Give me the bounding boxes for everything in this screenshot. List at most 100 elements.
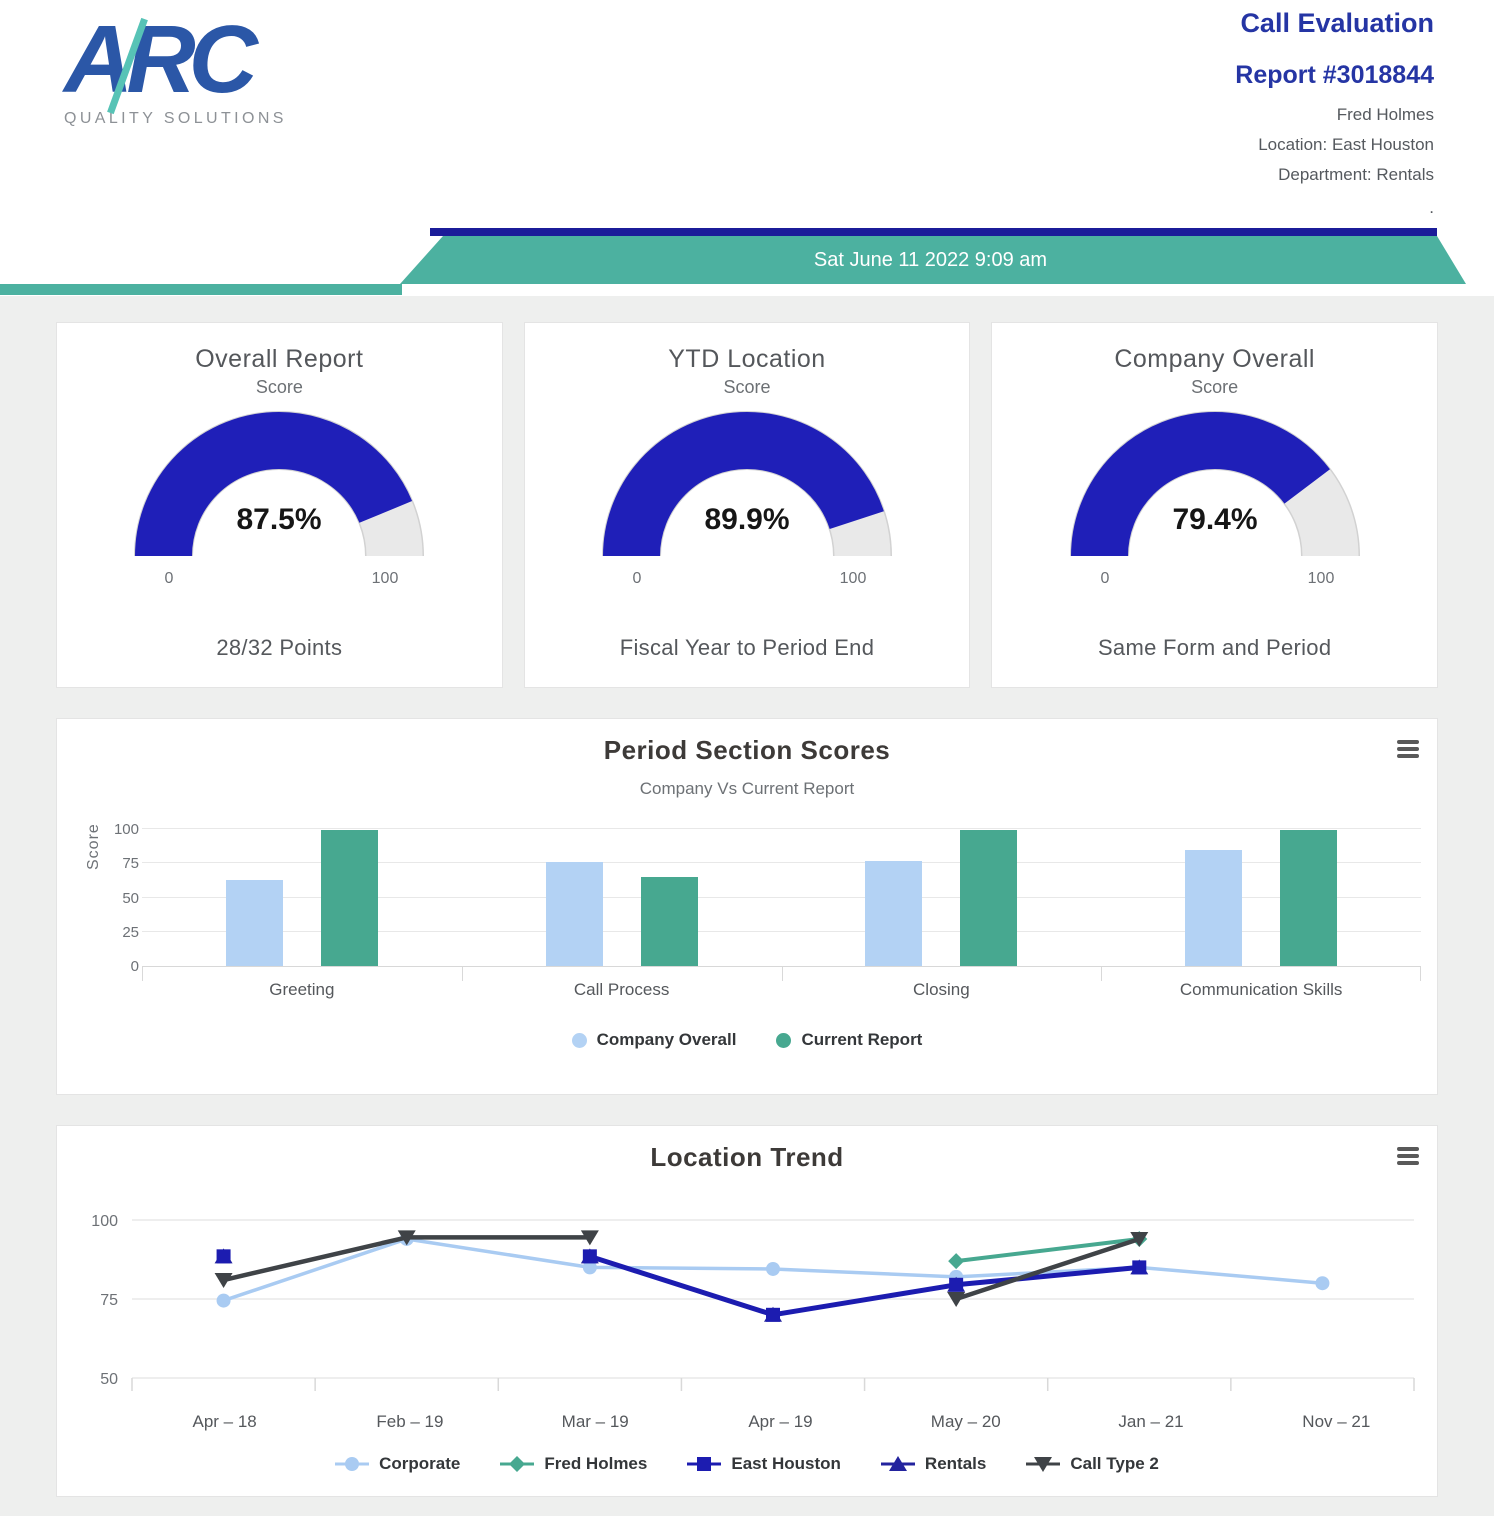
- legend-item[interactable]: East Houston: [687, 1454, 841, 1474]
- data-point[interactable]: [214, 1273, 233, 1289]
- x-category-label: Communication Skills: [1101, 967, 1421, 1000]
- y-tick-label: 75: [100, 1292, 118, 1309]
- company-overall-card: Company Overall Score 79.4% 0 100 Same F…: [991, 322, 1438, 688]
- legend-marker-icon: [335, 1457, 370, 1471]
- data-point[interactable]: [766, 1261, 780, 1276]
- y-tick-label: 100: [91, 1213, 118, 1230]
- legend-label: Company Overall: [596, 1030, 737, 1049]
- gauge-title: YTD Location: [668, 345, 826, 373]
- report-title: Call Evaluation: [1240, 8, 1434, 38]
- bar[interactable]: [225, 879, 283, 966]
- data-point[interactable]: [1132, 1260, 1147, 1275]
- y-tick-label: 50: [100, 1371, 118, 1388]
- chart-menu-icon[interactable]: [1397, 737, 1419, 761]
- legend-label: Corporate: [379, 1454, 461, 1473]
- line-x-axis-labels: Apr – 18 Feb – 19 Mar – 19 Apr – 19 May – 20…: [132, 1402, 1429, 1432]
- chart-menu-icon[interactable]: [1397, 1144, 1419, 1168]
- bar-chart-title: Period Section Scores: [603, 735, 891, 765]
- bar[interactable]: [1280, 830, 1338, 966]
- banner-teal-ribbon: Sat June 11 2022 9:09 am: [400, 236, 1466, 284]
- data-point[interactable]: [216, 1293, 231, 1308]
- legend-item[interactable]: Call Type 2: [1026, 1454, 1159, 1474]
- legend-marker-icon: [880, 1456, 915, 1471]
- gridline: [142, 828, 1421, 829]
- bar[interactable]: [960, 830, 1018, 966]
- period-section-scores-card: Period Section Scores Company Vs Current…: [56, 718, 1438, 1095]
- gauge-min-label: 0: [165, 570, 174, 587]
- y-tick-label: 75: [122, 855, 139, 873]
- overall-report-card: Overall Report Score 87.5% 0 100 28/32 P…: [56, 322, 503, 688]
- legend-item[interactable]: Fred Holmes: [500, 1454, 647, 1474]
- bar[interactable]: [545, 861, 603, 966]
- arc-logo-tagline: QUALITY SOLUTIONS: [64, 110, 287, 127]
- dashboard-main: Overall Report Score 87.5% 0 100 28/32 P…: [0, 296, 1494, 1516]
- data-point[interactable]: [582, 1249, 597, 1264]
- data-point[interactable]: [766, 1307, 780, 1322]
- bar-chart-subtitle: Company Vs Current Report: [639, 779, 855, 798]
- bar-chart-legend: Company Overall Current Report: [57, 1030, 1437, 1050]
- series-line: [589, 1253, 1140, 1318]
- gauge-chart: 89.9% 0 100: [601, 411, 892, 587]
- banner-teal-strip: [0, 284, 402, 295]
- x-category-label: Closing: [781, 967, 1102, 1000]
- data-point[interactable]: [509, 1456, 526, 1472]
- gridline: [142, 930, 1421, 932]
- ytd-location-card: YTD Location Score 89.9% 0 100 Fiscal Ye…: [523, 322, 971, 688]
- gauge-subtitle: Score: [1191, 377, 1239, 397]
- gauge-title: Company Overall: [1114, 345, 1315, 373]
- legend-item[interactable]: Current Report: [776, 1030, 922, 1050]
- data-point[interactable]: [1130, 1231, 1149, 1247]
- arc-logo-text: ARC: [64, 6, 258, 113]
- line-chart-legend: Corporate Fred Holmes East Houston Rentals C…: [57, 1454, 1437, 1474]
- bar[interactable]: [865, 860, 923, 966]
- data-point[interactable]: [947, 1292, 966, 1307]
- gauge-footer: Fiscal Year to Period End: [619, 635, 875, 660]
- series-line: [955, 1236, 1140, 1264]
- data-point[interactable]: [888, 1456, 907, 1471]
- bar-x-axis-labels: Greeting Call Process Closing Communication…: [142, 967, 1421, 1000]
- data-point[interactable]: [582, 1260, 597, 1275]
- agent-name: Fred Holmes: [1336, 105, 1434, 124]
- bar-group: [1101, 830, 1421, 966]
- legend-item[interactable]: Rentals: [880, 1454, 987, 1474]
- bar[interactable]: [320, 830, 378, 966]
- legend-label: Rentals: [924, 1454, 987, 1473]
- gauge-title: Overall Report: [195, 345, 364, 373]
- gauge-max-label: 100: [840, 570, 867, 587]
- bar-plot-area: [142, 828, 1421, 967]
- location-trend-card: Location Trend 100 75 50 Apr – 18 Feb – 19 M…: [56, 1125, 1438, 1497]
- data-point[interactable]: [580, 1230, 599, 1246]
- x-category-label: Mar – 19: [561, 1412, 629, 1431]
- data-point[interactable]: [216, 1249, 231, 1264]
- gauge-value: 79.4%: [1172, 503, 1257, 536]
- data-point[interactable]: [1034, 1457, 1053, 1472]
- agent-location: Location: East Houston: [1258, 135, 1434, 154]
- legend-marker-icon: [1026, 1457, 1061, 1472]
- legend-item[interactable]: Company Overall: [571, 1030, 737, 1050]
- series-line: [955, 1236, 1140, 1302]
- x-category-label: Nov – 21: [1302, 1412, 1371, 1431]
- x-category-label: Jan – 21: [1118, 1412, 1184, 1431]
- line-plot-area: 100 75 50: [91, 1213, 1415, 1391]
- page-header: ARC QUALITY SOLUTIONS Call Evaluation Re…: [0, 0, 1494, 296]
- x-category-label: May – 20: [930, 1412, 1001, 1431]
- data-point[interactable]: [397, 1230, 416, 1246]
- data-point[interactable]: [697, 1457, 712, 1471]
- y-tick-label: 0: [130, 958, 139, 975]
- legend-item[interactable]: Corporate: [335, 1454, 460, 1474]
- data-point[interactable]: [1315, 1276, 1330, 1291]
- legend-label: Call Type 2: [1070, 1454, 1159, 1473]
- header-dot: .: [1429, 198, 1434, 217]
- gauge-footer: Same Form and Period: [1097, 635, 1332, 660]
- data-point[interactable]: [345, 1457, 360, 1471]
- line-chart-title: Location Trend: [650, 1142, 844, 1172]
- bar[interactable]: [1185, 849, 1243, 966]
- legend-marker-icon: [571, 1032, 587, 1048]
- data-point[interactable]: [948, 1253, 965, 1270]
- x-category-label: Call Process: [461, 967, 782, 1000]
- gauge-value: 87.5%: [237, 503, 322, 536]
- y-tick-label: 100: [113, 821, 139, 838]
- bar[interactable]: [640, 876, 698, 966]
- data-point[interactable]: [949, 1277, 964, 1292]
- report-datetime: Sat June 11 2022 9:09 am: [813, 248, 1048, 271]
